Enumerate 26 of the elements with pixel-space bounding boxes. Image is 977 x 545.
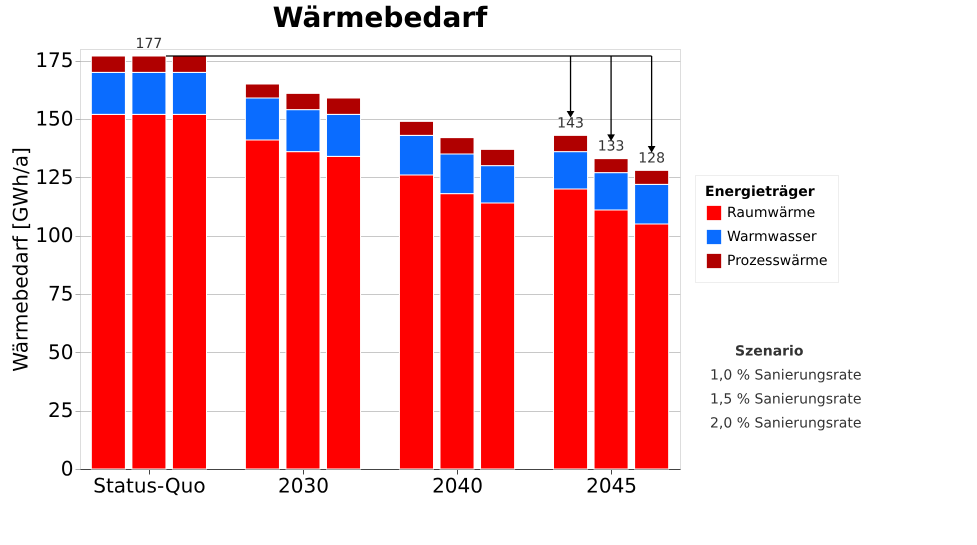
total-label: 143	[557, 115, 584, 132]
legend-title: Energieträger	[705, 184, 815, 200]
text: 1,5 % Sanierungsrate	[710, 391, 862, 408]
legend-label: Warmwasser	[727, 229, 817, 245]
y-tick-label: 125	[35, 164, 74, 189]
y-tick-label: 75	[48, 282, 74, 306]
x-tick-label: 2040	[432, 474, 483, 498]
y-tick-label: 50	[48, 340, 74, 364]
x-tick-label: 2045	[586, 474, 638, 498]
y-tick-label: 175	[35, 48, 74, 72]
legend-label: Raumwärme	[727, 205, 816, 221]
total-label: 177	[136, 36, 162, 52]
total-label: 133	[598, 138, 624, 155]
y-tick-label: 0	[60, 456, 74, 480]
x-tick-label: 2030	[278, 474, 329, 498]
text: 1,0 % Sanierungsrate	[710, 367, 862, 384]
y-tick-label: 100	[35, 223, 74, 248]
text: 2,0 % Sanierungsrate	[710, 415, 862, 432]
x-tick-label: Status-Quo	[93, 474, 206, 498]
total-label: 128	[638, 150, 665, 166]
legend-label: Prozesswärme	[727, 253, 828, 269]
y-axis-title: Wärmebedarf [GWh/a]	[8, 147, 32, 372]
text: Szenario	[735, 343, 804, 360]
y-tick-label: 150	[35, 106, 74, 130]
chart-title: Wärmebedarf	[272, 1, 488, 34]
y-tick-label: 25	[48, 398, 74, 422]
